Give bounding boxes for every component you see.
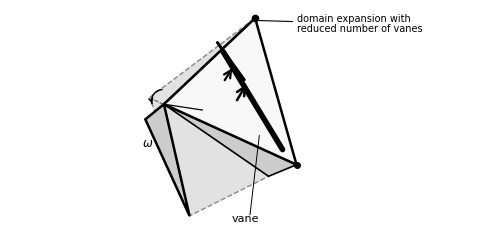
Polygon shape <box>164 18 296 165</box>
Polygon shape <box>164 104 296 176</box>
Polygon shape <box>164 18 255 110</box>
Polygon shape <box>150 18 268 216</box>
Polygon shape <box>146 104 190 216</box>
Text: $\omega$: $\omega$ <box>142 137 154 150</box>
Text: reduced number of vanes: reduced number of vanes <box>296 24 422 34</box>
Text: vane: vane <box>232 214 259 224</box>
Text: domain expansion with: domain expansion with <box>296 14 410 24</box>
Polygon shape <box>151 98 203 123</box>
